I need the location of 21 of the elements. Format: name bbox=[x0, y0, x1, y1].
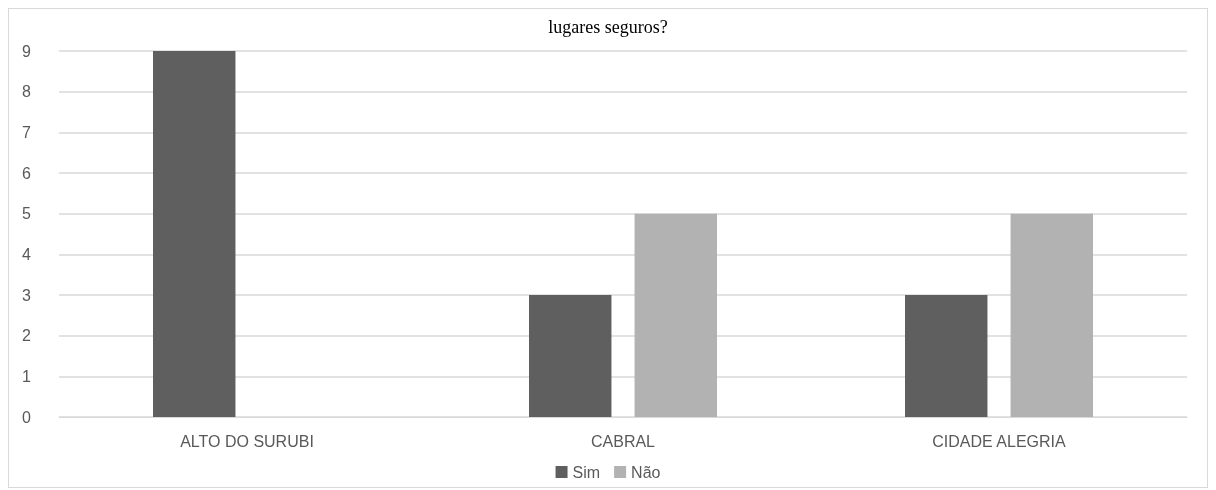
bar bbox=[153, 51, 236, 417]
bar bbox=[634, 213, 717, 417]
x-tick-label: CIDADE ALEGRIA bbox=[932, 432, 1067, 450]
legend-label: Não bbox=[631, 463, 661, 481]
y-tick-label: 6 bbox=[22, 164, 32, 182]
bar bbox=[905, 295, 988, 417]
y-tick-label: 1 bbox=[22, 367, 32, 385]
y-tick-label: 5 bbox=[22, 205, 32, 223]
legend-label: Sim bbox=[572, 463, 601, 481]
y-tick-label: 9 bbox=[22, 42, 32, 60]
y-tick-label: 7 bbox=[22, 123, 32, 141]
bar bbox=[529, 295, 612, 417]
y-tick-label: 4 bbox=[22, 245, 32, 263]
bar bbox=[1010, 213, 1093, 417]
x-tick-label: ALTO DO SURUBI bbox=[180, 432, 314, 450]
chart-title: lugares seguros? bbox=[548, 17, 668, 37]
y-tick-label: 0 bbox=[22, 408, 32, 426]
y-tick-label: 2 bbox=[22, 327, 32, 345]
x-tick-label: CABRAL bbox=[590, 432, 656, 450]
y-tick-label: 3 bbox=[22, 286, 32, 304]
y-tick-label: 8 bbox=[22, 83, 32, 101]
